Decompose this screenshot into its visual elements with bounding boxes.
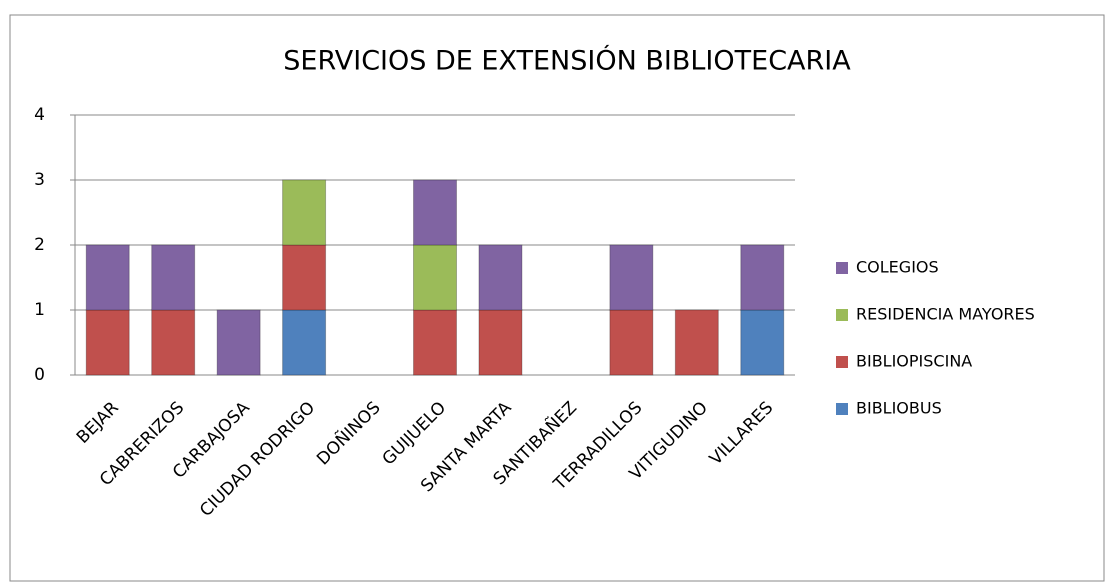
y-tick-label: 4 xyxy=(34,105,45,125)
y-tick-label: 2 xyxy=(34,235,45,255)
bar-segment xyxy=(740,309,785,376)
bar-segment xyxy=(85,309,130,376)
legend-label: BIBLIOPISCINA xyxy=(856,352,972,371)
bar-segment xyxy=(282,309,327,376)
bar-segment xyxy=(674,309,719,376)
y-tick-label: 1 xyxy=(34,300,45,320)
bar-segment xyxy=(151,244,196,311)
bar-segment xyxy=(478,309,523,376)
legend-label: BIBLIOBUS xyxy=(856,399,942,418)
bar-segment xyxy=(151,309,196,376)
bar-segment xyxy=(85,244,130,311)
bar-segment xyxy=(609,244,654,311)
y-tick-label: 3 xyxy=(34,170,45,190)
legend-swatch xyxy=(836,403,848,415)
bar-segment xyxy=(478,244,523,311)
y-tick-label: 0 xyxy=(34,365,45,385)
bar-segment xyxy=(413,309,457,376)
bar-segment xyxy=(216,309,261,376)
bar-segment xyxy=(609,309,654,376)
legend-label: RESIDENCIA MAYORES xyxy=(856,305,1035,324)
bar-segment xyxy=(740,244,785,311)
legend-swatch xyxy=(836,262,848,274)
bar-segment xyxy=(413,244,457,311)
legend-swatch xyxy=(836,356,848,368)
legend-label: COLEGIOS xyxy=(856,258,939,277)
legend-swatch xyxy=(836,309,848,321)
chart-title: SERVICIOS DE EXTENSIÓN BIBLIOTECARIA xyxy=(283,45,851,77)
bar-segment xyxy=(282,244,327,311)
bar-segment xyxy=(282,179,327,246)
bar-segment xyxy=(413,179,457,246)
